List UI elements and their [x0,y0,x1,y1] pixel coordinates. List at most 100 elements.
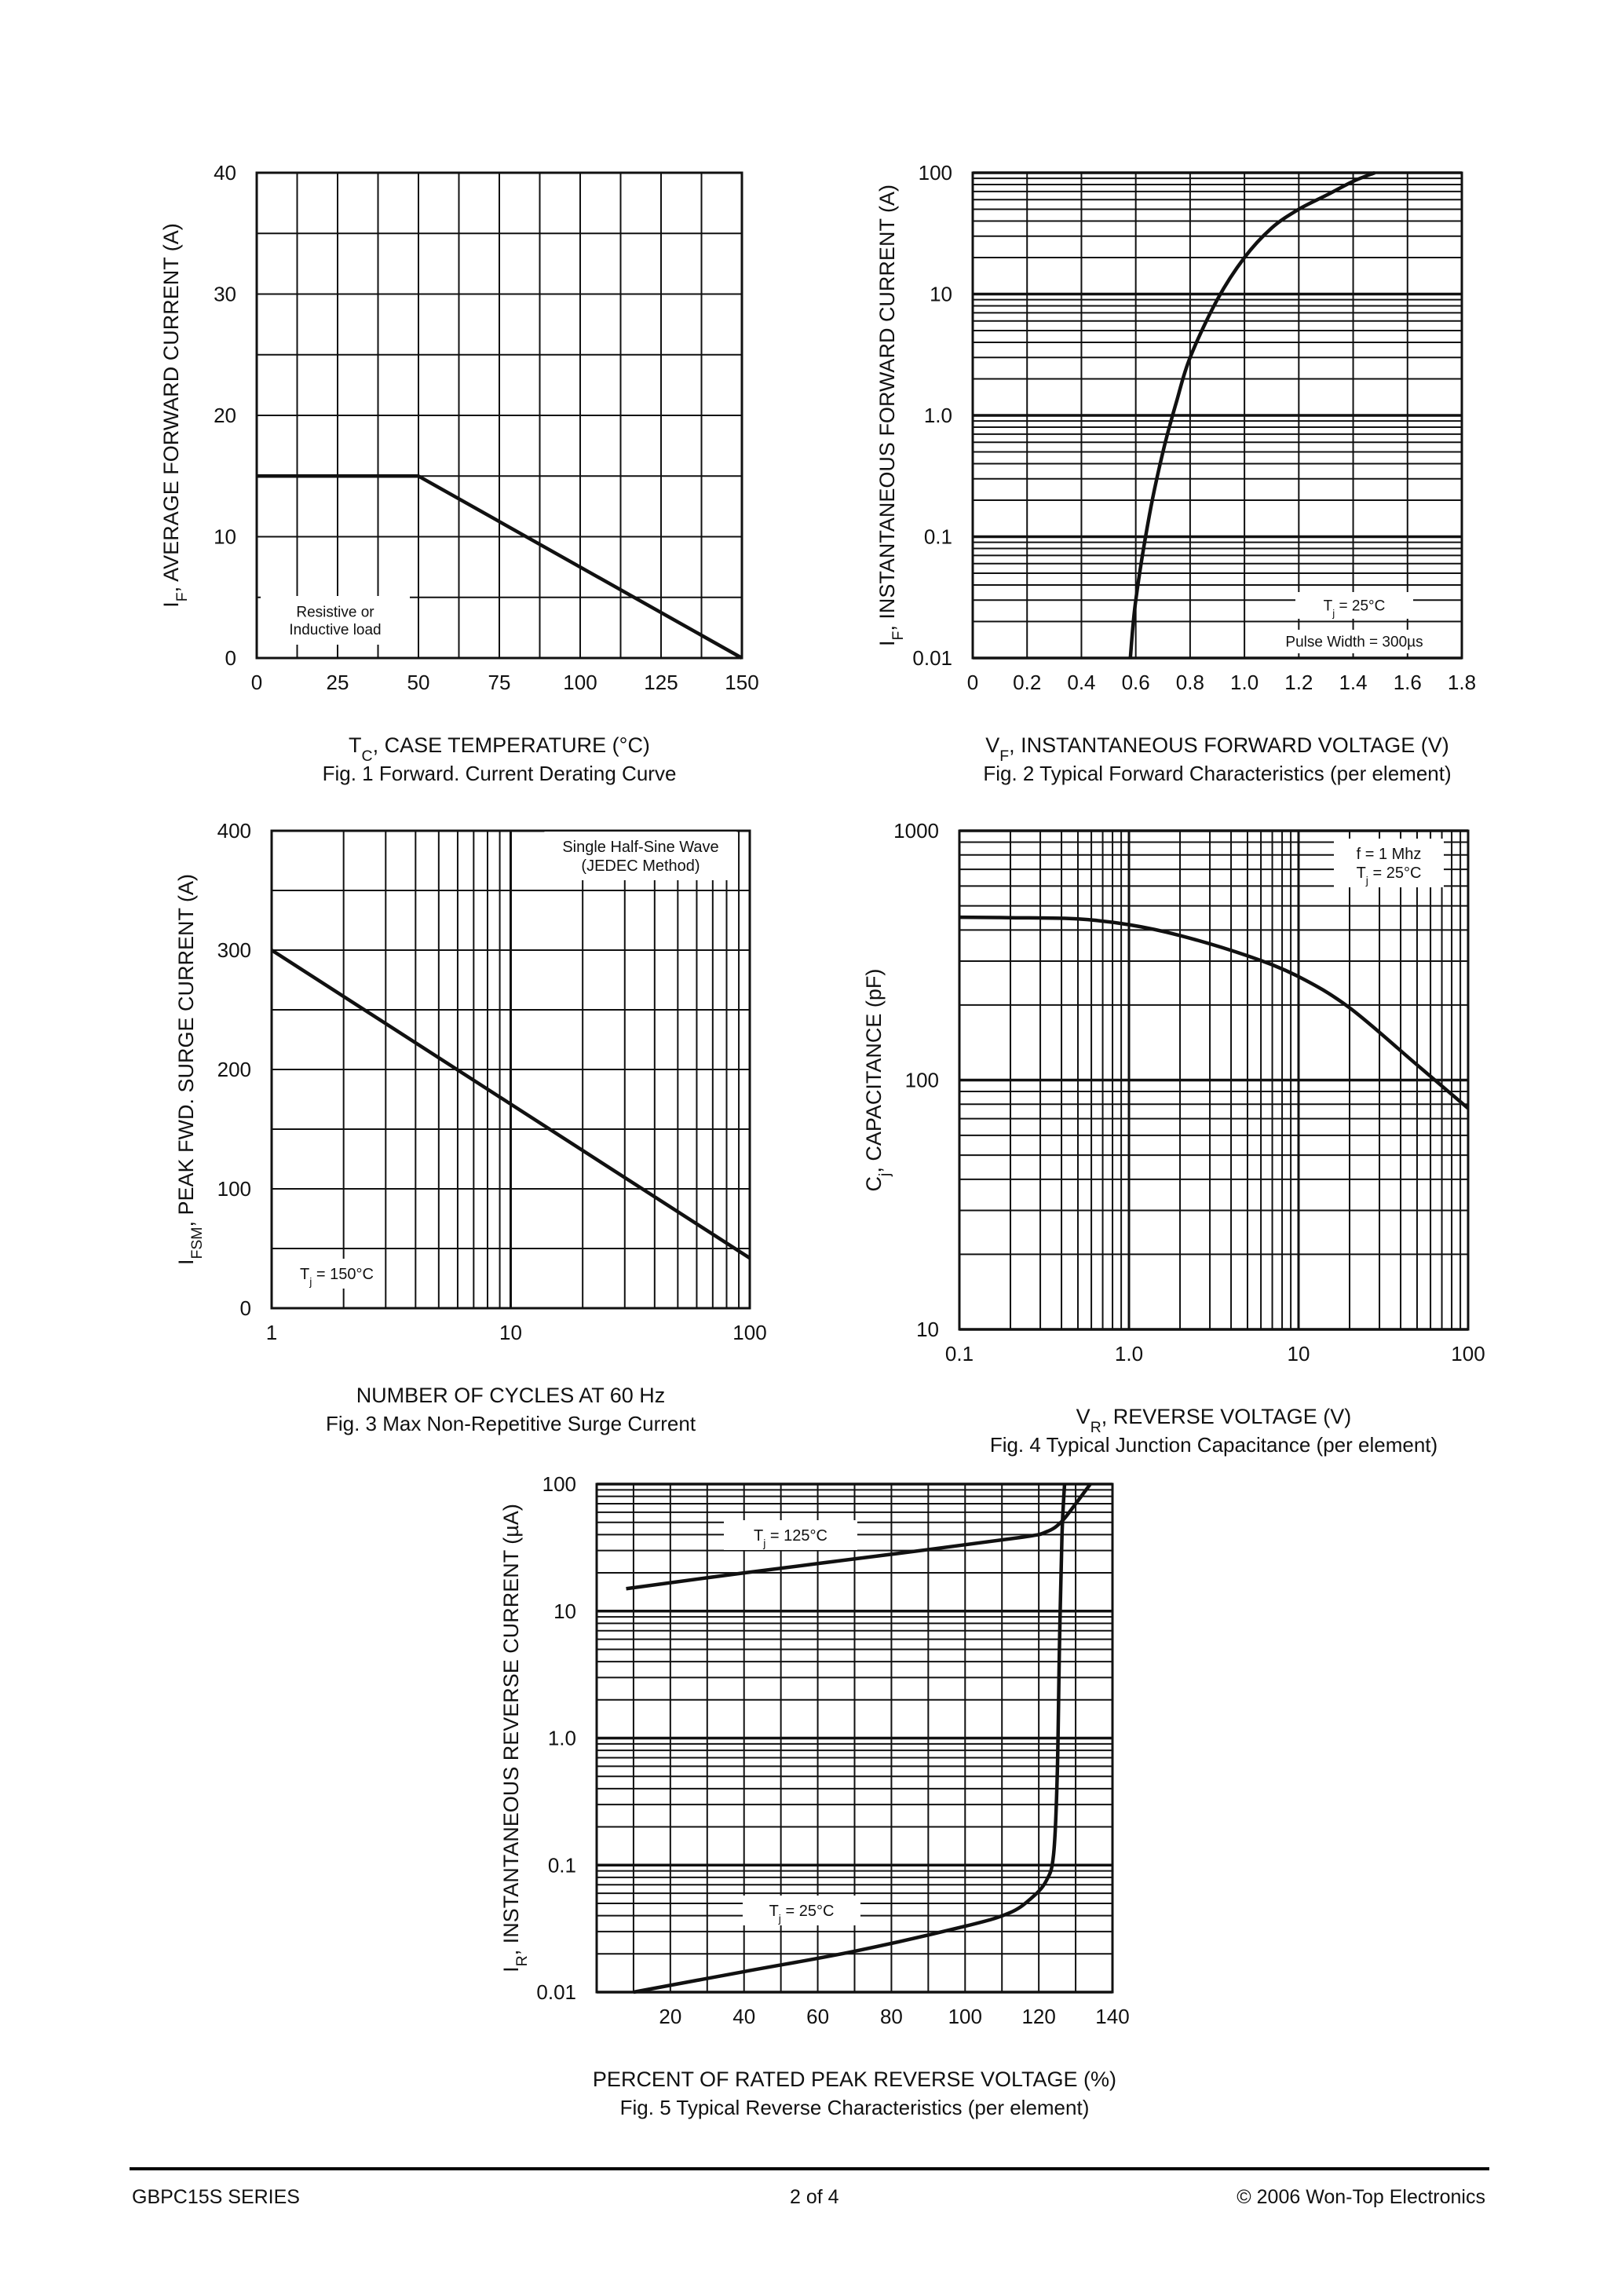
plot-frame-fig3 [270,829,751,1310]
y-tick-label: 300 [217,938,251,962]
annotation-text: Tj = 25°C [769,1903,835,1925]
grid-fig4 [958,829,1470,1331]
x-tick-label: 0.1 [945,1342,974,1366]
annotation-box [1334,839,1444,887]
y-tick-label: 0 [225,646,236,670]
footer-series: GBPC15S SERIES [132,2186,300,2208]
y-tick-label: 40 [214,161,236,185]
y-tick-label: 200 [217,1058,251,1081]
x-axis-title: VR, REVERSE VOLTAGE (V) [1076,1405,1352,1436]
plot-frame-fig4 [958,829,1470,1331]
annotation-text: Tj = 25°C [1324,598,1386,620]
y-tick-label: 0.1 [924,525,952,549]
y-tick-label: 100 [905,1069,939,1092]
annotation-text: (JEDEC Method) [581,857,700,875]
y-axis-title: Cj, CAPACITANCE (pF) [862,969,893,1192]
y-tick-label: 20 [214,404,236,427]
series-line-fig3-0 [270,949,751,1260]
plot-frame-fig1 [255,171,743,660]
annotation-box [1277,630,1431,653]
x-tick-label: 50 [407,671,430,694]
y-tick-label: 10 [916,1318,939,1341]
y-tick-label: 0.01 [912,646,952,670]
x-tick-label: 0 [251,671,262,694]
chart-fig1: 0 25 50 75 100 125 150 0 10 20 30 40 TC, CASE TEMPER… [159,161,759,785]
x-axis-title: NUMBER OF CYCLES AT 60 Hz [356,1384,666,1407]
x-tick-label: 20 [659,2005,681,2028]
x-axis-title: TC, CASE TEMPERATURE (°C) [349,733,650,765]
x-tick-label: 60 [806,2005,829,2028]
y-axis-title: IF, AVERAGE FORWARD CURRENT (A) [159,223,191,607]
figure-caption: Fig. 1 Forward. Current Derating Curve [323,762,677,785]
annotation-text: Inductive load [289,622,381,638]
y-tick-label: 100 [542,1472,576,1496]
x-tick-label: 100 [948,2005,982,2028]
y-axis-title: IF, INSTANTANEOUS FORWARD CURRENT (A) [875,185,907,646]
annotation-box [724,1520,857,1550]
y-tick-label: 1.0 [548,1727,576,1750]
y-tick-label: 0 [240,1296,251,1320]
grid-fig1 [257,173,742,658]
chart-fig3: 1 10 100 0 100 200 300 400 NUMBER OF CYCLES AT 6… [174,819,767,1435]
x-tick-label: 75 [488,671,511,694]
series-line-fig2-0 [1128,170,1376,659]
x-tick-label: 1.8 [1448,671,1476,694]
x-tick-label: 125 [644,671,678,694]
series-line-fig5-0 [626,1483,1092,1591]
x-tick-label: 140 [1095,2005,1129,2028]
x-axis-title: VF, INSTANTANEOUS FORWARD VOLTAGE (V) [985,733,1448,765]
figure-caption: Fig. 4 Typical Junction Capacitance (per… [990,1433,1438,1457]
x-tick-label: 1.2 [1284,671,1313,694]
plot-frame-fig2 [971,171,1463,660]
x-tick-label: 0.2 [1013,671,1041,694]
annotation-box [544,832,737,880]
x-tick-label: 1.4 [1339,671,1367,694]
x-tick-label: 100 [1451,1342,1485,1366]
grid-fig5 [597,1483,1112,1994]
y-axis-title: IR, INSTANTANEOUS REVERSE CURRENT (µA) [499,1504,531,1972]
plot-frame-fig5 [595,1483,1114,1994]
x-tick-label: 1.0 [1230,671,1259,694]
annotation-text: Single Half-Sine Wave [562,839,718,856]
footer-rule [130,2167,1489,2170]
series-line-fig5-1 [633,1483,1067,1994]
annotation-text: Resistive or [296,604,374,620]
grid-fig2 [972,171,1463,660]
x-tick-label: 1.6 [1394,671,1422,694]
series-line-fig4-0 [959,915,1470,1110]
x-tick-label: 0 [967,671,978,694]
chart-fig2: 0 0.2 0.4 0.6 0.8 1.0 1.2 1.4 1.6 1.8 0.01 0.1 1.0 10… [875,161,1476,785]
x-tick-label: 80 [880,2005,903,2028]
x-tick-label: 120 [1021,2005,1055,2028]
annotation-box [1295,592,1413,619]
y-tick-label: 100 [919,161,952,185]
annotation-box [290,1259,384,1289]
figure-caption: Fig. 3 Max Non-Repetitive Surge Current [326,1412,696,1435]
y-tick-label: 400 [217,819,251,843]
annotation-box [743,1896,860,1925]
annotation-box [261,596,410,645]
x-axis-title: PERCENT OF RATED PEAK REVERSE VOLTAGE (%… [593,2067,1116,2091]
y-tick-label: 0.01 [536,1980,576,2004]
chart-fig4: 0.1 1.0 10 100 10 100 1000 VR, REVERSE VOLTAGE … [862,819,1485,1457]
y-tick-label: 30 [214,283,236,306]
x-tick-label: 0.4 [1067,671,1095,694]
y-tick-label: 100 [217,1177,251,1201]
x-tick-label: 150 [725,671,758,694]
footer-page-number: 2 of 4 [790,2186,839,2208]
chart-fig5: 20 40 60 80 100 120 140 0.01 0.1 1.0 10 100 PERCENT … [499,1472,1130,2119]
x-tick-label: 10 [499,1321,522,1344]
x-tick-label: 0.6 [1122,671,1150,694]
x-tick-label: 1.0 [1115,1342,1143,1366]
x-tick-label: 25 [327,671,349,694]
y-tick-label: 1000 [893,819,939,843]
grid-fig3 [270,831,751,1308]
y-tick-label: 10 [214,525,236,549]
x-tick-label: 1 [266,1321,277,1344]
y-axis-title: IFSM, PEAK FWD. SURGE CURRENT (A) [174,874,206,1265]
x-tick-label: 0.8 [1176,671,1204,694]
annotation-text: Tj = 125°C [754,1527,827,1549]
figure-caption: Fig. 2 Typical Forward Characteristics (… [983,762,1451,785]
y-tick-label: 0.1 [548,1853,576,1877]
